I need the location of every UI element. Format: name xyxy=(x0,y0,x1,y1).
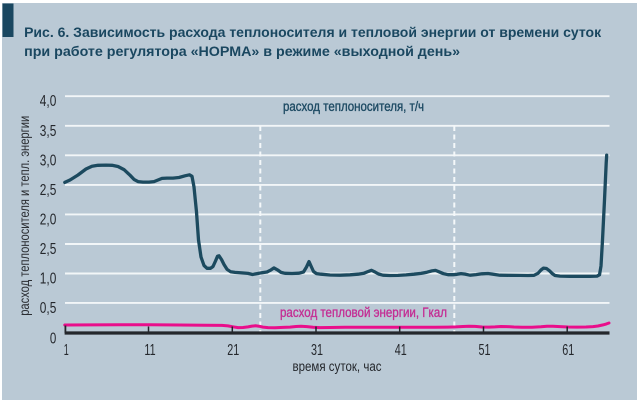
svg-text:время суток, час: время суток, час xyxy=(293,359,382,374)
svg-text:3,5: 3,5 xyxy=(40,123,57,140)
svg-text:при работе регулятора «НОРМА»: при работе регулятора «НОРМА» в режиме «… xyxy=(24,44,460,60)
svg-text:расход теплоносителя и тепл. э: расход теплоносителя и тепл. энергии xyxy=(17,116,32,316)
svg-text:2,5: 2,5 xyxy=(40,241,57,258)
svg-text:расход теплоносителя, т/ч: расход теплоносителя, т/ч xyxy=(283,99,424,114)
svg-text:0: 0 xyxy=(50,331,56,348)
svg-text:51: 51 xyxy=(479,342,491,359)
svg-text:61: 61 xyxy=(562,342,574,359)
svg-text:1,0: 1,0 xyxy=(40,271,57,288)
svg-text:4,0: 4,0 xyxy=(40,93,57,110)
svg-text:1: 1 xyxy=(64,342,69,359)
svg-text:11: 11 xyxy=(144,342,155,359)
svg-text:расход тепловой энергии, Гкал: расход тепловой энергии, Гкал xyxy=(280,305,447,320)
svg-text:Рис. 6. Зависимость расхода те: Рис. 6. Зависимость расхода теплоносител… xyxy=(24,25,602,41)
svg-text:31: 31 xyxy=(311,342,323,359)
svg-text:2,5: 2,5 xyxy=(40,182,57,199)
svg-text:3,0: 3,0 xyxy=(40,152,57,169)
svg-text:21: 21 xyxy=(227,342,239,359)
svg-text:41: 41 xyxy=(395,342,407,359)
svg-text:2,0: 2,0 xyxy=(40,211,57,228)
svg-text:0,5: 0,5 xyxy=(40,300,57,317)
